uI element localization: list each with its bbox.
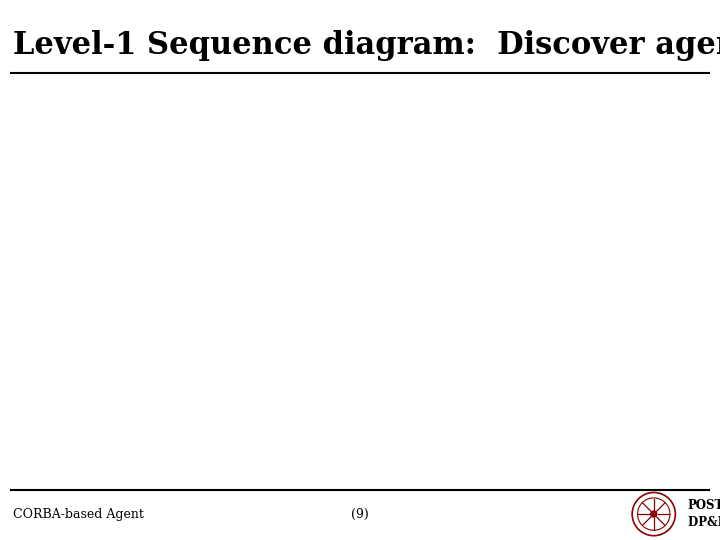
Text: (9): (9) (351, 508, 369, 521)
Text: POSTECH: POSTECH (688, 500, 720, 512)
Text: CORBA-based Agent: CORBA-based Agent (13, 508, 144, 521)
Ellipse shape (651, 511, 657, 517)
Text: DP&NM Lab.: DP&NM Lab. (688, 516, 720, 529)
Text: Level-1 Sequence diagram:  Discover agent: Level-1 Sequence diagram: Discover agent (13, 30, 720, 60)
